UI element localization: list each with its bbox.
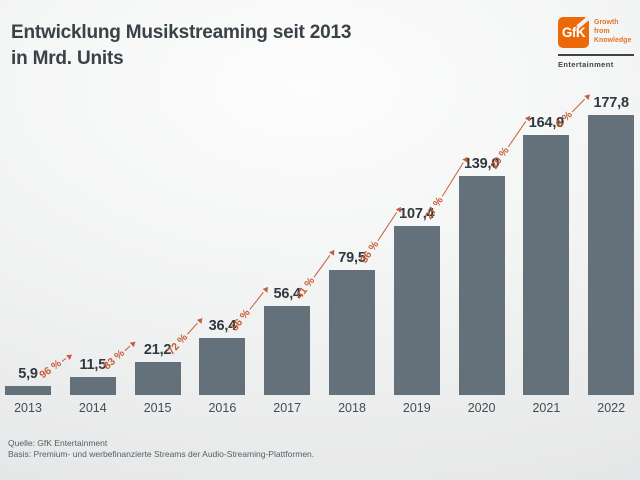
bar-2014 — [69, 376, 116, 395]
gfk-monogram: GfK — [561, 25, 586, 40]
growth-arrow-shaft — [186, 322, 198, 335]
bar-value-label: 21,2 — [143, 341, 172, 358]
source-line: Quelle: GfK Entertainment — [8, 438, 108, 448]
bar-year-label: 2013 — [14, 401, 42, 415]
gfk-division-label: Entertainment — [558, 60, 614, 69]
gfk-tagline: Growth from Knowledge — [594, 17, 631, 45]
bar-2017 — [264, 306, 311, 395]
bar-value-label: 164,9 — [528, 115, 565, 132]
bar-year-label: 2019 — [402, 401, 431, 415]
bar-2018 — [329, 269, 375, 395]
bar-value-label: 79,5 — [338, 249, 366, 266]
growth-arrow-shaft — [249, 291, 265, 310]
gfk-tagline-line3: Knowledge — [594, 37, 632, 44]
bar-year-label: 2020 — [467, 401, 496, 415]
source-footer: Quelle: GfK Entertainment Basis: Premium… — [8, 438, 314, 460]
gfk-logo: GfK Growth from Knowledge Entertainment — [558, 17, 634, 69]
bar-2019 — [393, 225, 440, 395]
growth-arrow-shaft — [61, 357, 67, 362]
gfk-tagline-line2: from — [594, 28, 610, 35]
bar-value-label: 107,4 — [399, 205, 435, 222]
bar-year-label: 2018 — [338, 401, 366, 415]
bar-2021 — [523, 135, 570, 395]
bar-year-label: 2014 — [78, 401, 107, 415]
gfk-logo-top: GfK Growth from Knowledge — [558, 17, 634, 48]
chart-title: Entwicklung Musikstreaming seit 2013 in … — [11, 20, 351, 72]
bar-value-label: 177,8 — [593, 95, 629, 111]
growth-arrow-shaft — [313, 255, 331, 278]
bar-value-label: 11,5 — [79, 356, 107, 373]
bar-year-label: 2017 — [273, 401, 302, 415]
bar-2016 — [199, 337, 246, 395]
bar-2015 — [134, 361, 181, 395]
bar-2020 — [458, 176, 505, 395]
chart-title-line2: in Mrd. Units — [11, 48, 124, 69]
growth-arrowhead-icon — [65, 351, 74, 360]
bar-value-label: 36,4 — [208, 317, 237, 334]
bar-year-label: 2016 — [208, 401, 237, 415]
bar-value-label: 56,4 — [273, 286, 301, 303]
chart-title-line1: Entwicklung Musikstreaming seit 2013 — [11, 22, 352, 43]
bar-year-label: 2015 — [143, 401, 172, 415]
basis-line: Basis: Premium- und werbefinanzierte Str… — [8, 449, 315, 459]
bar-year-label: 2022 — [597, 401, 626, 415]
growth-arrow-shaft — [124, 344, 131, 352]
bar-2022 — [588, 115, 635, 395]
gfk-logo-mark: GfK — [558, 17, 589, 48]
bar-value-label: 5,9 — [18, 365, 38, 382]
gfk-tagline-line1: Growth — [594, 19, 619, 26]
bar-year-label: 2021 — [532, 401, 561, 415]
bar-value-label: 139,0 — [463, 156, 500, 173]
bar-2013 — [5, 385, 51, 395]
logo-divider — [558, 54, 634, 56]
